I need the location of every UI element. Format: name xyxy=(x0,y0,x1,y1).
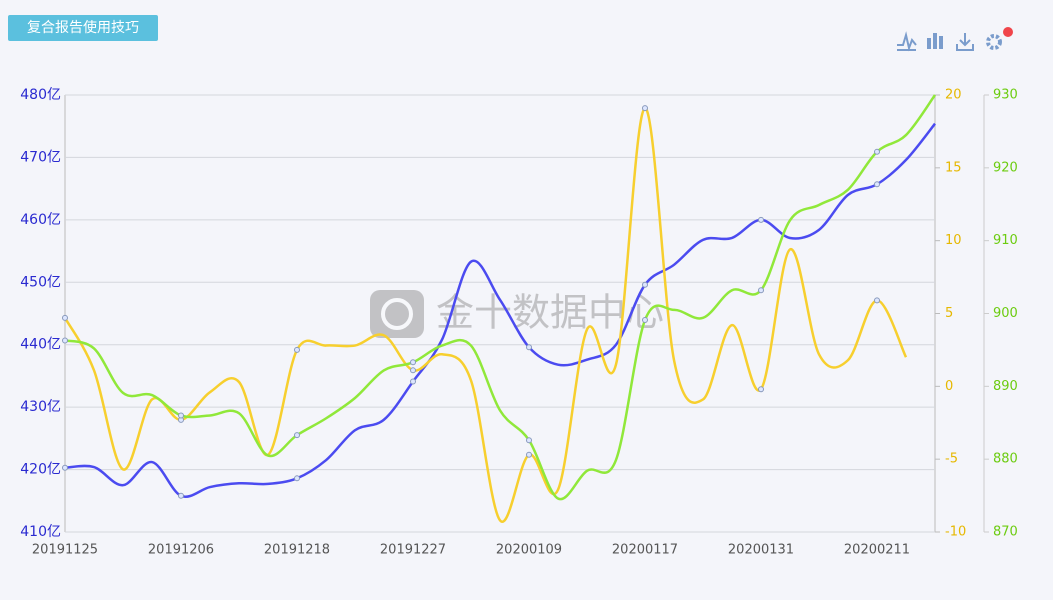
x-tick-label: 20191218 xyxy=(264,543,330,558)
point-marker xyxy=(874,297,880,304)
y-tick-label: 440亿 xyxy=(20,337,61,353)
y-tick-label: 420亿 xyxy=(20,462,61,478)
point-marker xyxy=(526,344,532,351)
point-marker xyxy=(178,412,184,419)
point-marker xyxy=(642,105,648,112)
y2-tick-label: 0 xyxy=(945,379,953,394)
point-marker xyxy=(62,337,68,344)
point-marker xyxy=(642,281,648,288)
x-tick-label: 20200109 xyxy=(496,543,562,558)
y3-tick-label: 910 xyxy=(993,233,1018,248)
help-button[interactable] xyxy=(8,15,158,41)
series-line xyxy=(64,122,936,498)
y2-tick-label: -10 xyxy=(945,525,966,540)
y3-tick-label: 900 xyxy=(993,306,1018,321)
y-tick-label: 470亿 xyxy=(20,149,61,165)
y-tick-label: 450亿 xyxy=(20,274,61,290)
point-marker xyxy=(642,317,648,324)
point-marker xyxy=(874,181,880,188)
point-marker xyxy=(294,475,300,482)
y2-tick-label: 10 xyxy=(945,233,962,248)
y2-tick-label: -5 xyxy=(945,452,958,467)
x-tick-label: 20191206 xyxy=(148,543,214,558)
y2-tick-label: 15 xyxy=(945,160,962,175)
x-tick-label: 20200211 xyxy=(844,543,910,558)
y3-tick-label: 920 xyxy=(993,160,1018,175)
toolbar xyxy=(897,31,1002,52)
download-icon[interactable] xyxy=(956,33,974,51)
point-marker xyxy=(874,148,880,155)
point-marker xyxy=(758,287,764,294)
x-tick-label: 20191227 xyxy=(380,543,446,558)
y3-tick-label: 890 xyxy=(993,379,1018,394)
series-line xyxy=(64,94,937,501)
y3-tick-label: 870 xyxy=(993,525,1018,540)
notification-dot xyxy=(1003,27,1013,37)
y-tick-label: 460亿 xyxy=(20,212,61,228)
point-marker xyxy=(294,346,300,353)
help-button-label[interactable]: 复合报告使用技巧 xyxy=(27,19,139,36)
point-marker xyxy=(526,451,532,458)
line-icon[interactable] xyxy=(897,31,917,52)
point-marker xyxy=(410,378,416,385)
x-tick-label: 20200131 xyxy=(728,543,794,558)
y2-tick-label: 20 xyxy=(945,88,962,103)
point-marker xyxy=(410,367,416,374)
watermark: 金十数据中心 xyxy=(436,291,664,335)
y-tick-label: 430亿 xyxy=(20,399,61,415)
watermark-logo xyxy=(370,290,424,338)
bar-icon[interactable] xyxy=(927,33,943,49)
point-marker xyxy=(758,216,764,223)
point-marker xyxy=(526,437,532,444)
watermark-logo-ring xyxy=(381,298,413,330)
y3-tick-label: 930 xyxy=(993,88,1018,103)
point-marker xyxy=(758,386,764,393)
y3-tick-label: 880 xyxy=(993,452,1018,467)
y-tick-label: 410亿 xyxy=(20,524,61,540)
point-marker xyxy=(62,314,68,321)
x-tick-label: 20191125 xyxy=(32,543,98,558)
x-tick-label: 20200117 xyxy=(612,543,678,558)
y-tick-label: 480亿 xyxy=(20,87,61,103)
point-marker xyxy=(62,464,68,471)
point-marker xyxy=(410,359,416,366)
point-marker xyxy=(294,432,300,439)
settings-icon[interactable] xyxy=(986,34,1002,50)
point-marker xyxy=(178,492,184,499)
y2-tick-label: 5 xyxy=(945,306,953,321)
